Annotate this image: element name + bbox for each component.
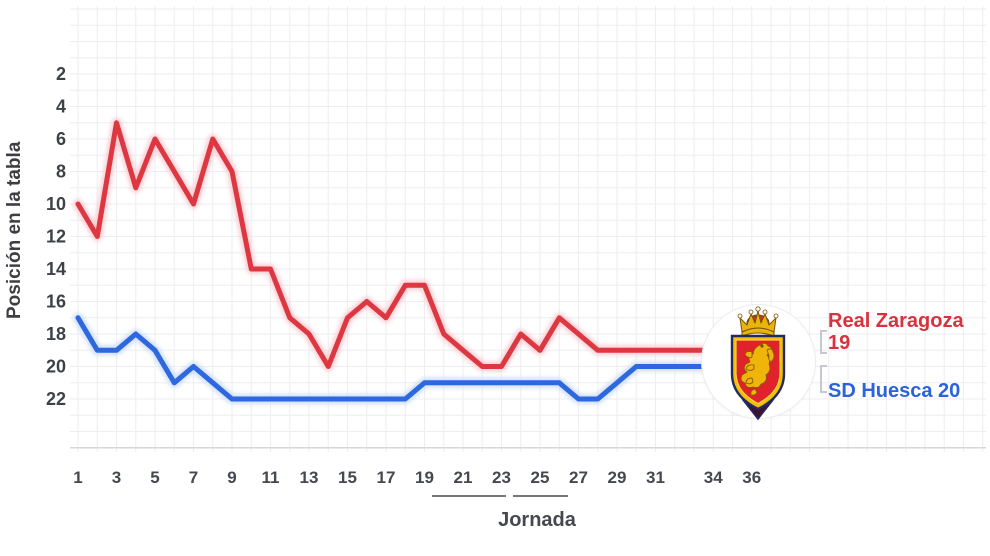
y-tick-label: 8 <box>56 162 66 182</box>
x-tick-label: 36 <box>742 468 761 487</box>
y-tick-label: 12 <box>46 227 66 247</box>
x-tick-label: 13 <box>300 468 319 487</box>
bracket-sd-huesca <box>820 365 827 393</box>
x-tick-label: 21 <box>454 468 473 487</box>
y-tick-label: 2 <box>56 64 66 84</box>
x-tick-label: 23 <box>492 468 511 487</box>
legend-real-zaragoza-value: 19 <box>828 332 851 354</box>
crest-lion <box>740 342 775 396</box>
real-zaragoza-line <box>75 120 716 369</box>
y-tick-label: 20 <box>46 357 66 377</box>
y-tick-label: 16 <box>46 292 66 312</box>
x-tick-label: 19 <box>415 468 434 487</box>
y-tick-labels: 2 4 6 8 10 12 14 16 18 20 22 <box>46 64 66 409</box>
y-tick-label: 14 <box>46 259 66 279</box>
x-tick-label: 17 <box>377 468 396 487</box>
x-tick-label: 7 <box>189 468 198 487</box>
x-tick-label: 9 <box>227 468 236 487</box>
x-tick-labels: 1 3 5 7 9 11 13 15 17 19 21 23 25 27 29 31 34 36 <box>73 468 761 487</box>
real-zaragoza-crest <box>730 306 786 421</box>
x-tick-label: 27 <box>569 468 588 487</box>
sd-huesca-line <box>75 315 716 402</box>
legend-sd-huesca: SD Huesca 20 <box>828 380 961 402</box>
y-axis-title: Posición en la tabla <box>4 141 25 319</box>
y-tick-label: 6 <box>56 129 66 149</box>
x-axis-title: Jornada <box>498 509 576 531</box>
x-tick-label: 3 <box>112 468 121 487</box>
x-tick-label: 5 <box>150 468 159 487</box>
x-tick-label: 29 <box>608 468 627 487</box>
sd-huesca-line-halo <box>73 312 719 404</box>
x-tick-label: 15 <box>338 468 357 487</box>
bottom-artifact-line <box>513 495 568 497</box>
x-tick-label: 25 <box>531 468 550 487</box>
crest-crown <box>737 306 779 337</box>
x-tick-label: 1 <box>73 468 82 487</box>
legend-real-zaragoza-name: Real Zaragoza <box>828 310 964 332</box>
x-tick-label: 34 <box>704 468 723 487</box>
x-tick-label: 31 <box>646 468 665 487</box>
y-tick-label: 22 <box>46 389 66 409</box>
x-tick-label: 11 <box>262 468 280 487</box>
y-tick-label: 18 <box>46 324 66 344</box>
y-tick-label: 4 <box>56 97 66 117</box>
bracket-real-zaragoza <box>820 330 827 354</box>
real-zaragoza-badge <box>702 305 815 421</box>
bottom-artifact-line <box>432 495 506 497</box>
real-zaragoza-line-halo <box>73 117 719 372</box>
y-tick-label: 10 <box>46 194 66 214</box>
